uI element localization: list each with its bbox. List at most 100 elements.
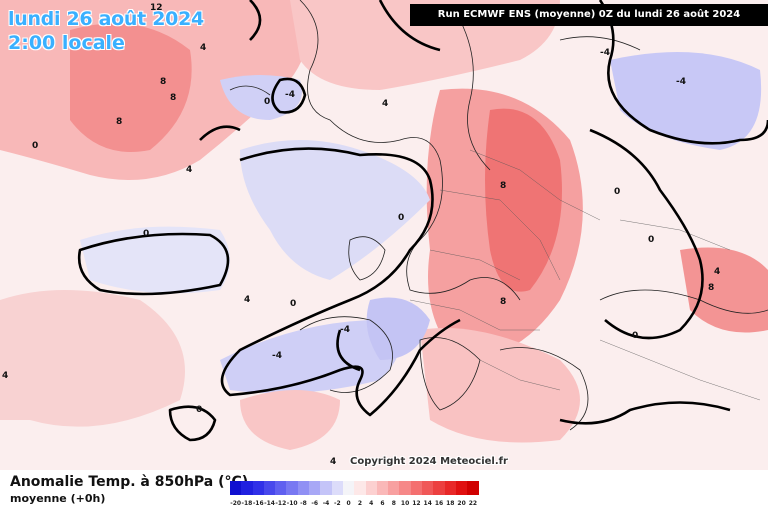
contour-label: 8 [500, 297, 506, 307]
scale-swatch [376, 481, 389, 495]
contour-label: 4 [244, 295, 250, 305]
contour-label: -4 [676, 77, 686, 87]
map-date-title: lundi 26 août 2024 [8, 8, 204, 30]
scale-tick-label: -8 [300, 500, 307, 507]
scale-tick-label: -4 [322, 500, 330, 507]
scale-swatch [365, 481, 377, 495]
map-canvas: 12 8 8 8 4 4 4 0 0 0 0 -4 -4 -4 -4 4 8 8… [0, 0, 768, 467]
scale-swatch [297, 481, 310, 495]
scale-swatch [455, 481, 468, 495]
scale-tick-label: -18 [241, 500, 253, 507]
contour-label: -4 [285, 90, 295, 100]
scale-swatch [320, 481, 332, 495]
scale-tick-label: 6 [380, 500, 385, 507]
contour-zero-svalbard [271, 77, 307, 114]
scale-tick-label: 2 [357, 500, 362, 507]
scale-tick-label: 8 [391, 500, 396, 507]
contour-label: 8 [708, 283, 714, 293]
run-info-banner: Run ECMWF ENS (moyenne) 0Z du lundi 26 a… [410, 4, 768, 26]
scale-swatch [399, 481, 411, 495]
contour-zero-greenland [199, 125, 241, 141]
scale-swatch [309, 481, 321, 495]
contour-label: 0 [32, 141, 38, 151]
contour-label: 4 [200, 43, 206, 53]
legend-footer: Anomalie Temp. à 850hPa (°C) moyenne (+0… [0, 470, 768, 512]
contour-label: -4 [272, 351, 282, 361]
contour-label: 0 [614, 187, 620, 197]
anomaly-contours [77, 0, 768, 442]
scale-swatch [342, 481, 355, 495]
scale-tick-label: -20 [230, 500, 242, 507]
scale-tick-label: -6 [311, 500, 319, 507]
contour-zero-atlantic [220, 147, 461, 417]
contour-label: 0 [648, 235, 654, 245]
scale-swatch [444, 481, 456, 495]
scale-tick-label: 20 [457, 500, 466, 507]
contour-label: 0 [264, 97, 270, 107]
scale-swatch [388, 481, 400, 495]
scale-tick-label: 4 [369, 500, 374, 507]
contour-label: 8 [500, 181, 506, 191]
scale-swatch [410, 481, 423, 495]
temperature-anomaly-map: 12 8 8 8 4 4 4 0 0 0 0 -4 -4 -4 -4 4 8 8… [0, 0, 768, 467]
scale-tick-label: 16 [434, 500, 444, 507]
cool-anomaly-scandinavia [610, 52, 762, 150]
scale-swatch [331, 481, 343, 495]
scale-swatch [230, 481, 242, 495]
contour-label: 8 [170, 93, 176, 103]
contour-label: 0 [632, 331, 638, 341]
contour-label: 0 [290, 299, 296, 309]
scale-tick-label: -12 [275, 500, 287, 507]
contour-label-group: 12 8 8 8 4 4 4 0 0 0 0 -4 -4 -4 -4 4 8 8… [2, 3, 720, 467]
scale-tick-label: -14 [264, 500, 275, 507]
contour-label: 8 [160, 77, 166, 87]
contour-zero-biscay [336, 329, 361, 372]
scale-swatch [275, 481, 287, 495]
contour-zero-north-africa [249, 0, 262, 41]
contour-zero-scand [378, 0, 441, 52]
contour-label: 8 [116, 117, 122, 127]
scale-swatch [263, 481, 276, 495]
legend-title: Anomalie Temp. à 850hPa (°C) [10, 474, 249, 490]
contour-label: 12 [150, 3, 163, 13]
country-borders [409, 149, 761, 401]
scale-swatch [252, 481, 264, 495]
contour-label: 4 [2, 371, 8, 381]
cool-anomaly-atlantic [240, 140, 430, 280]
scale-tick-label: 14 [423, 500, 432, 507]
cool-anomaly-alps [366, 297, 430, 360]
scale-tick-label: -16 [252, 500, 264, 507]
cool-anomaly-bay [220, 320, 400, 394]
scale-tick-label: 22 [468, 500, 478, 507]
contour-zero-north [598, 0, 768, 145]
contour-label: 4 [382, 99, 388, 109]
contour-label: 4 [330, 457, 336, 467]
contour-zero-mediterranean [168, 405, 217, 442]
contour-label: -4 [600, 48, 610, 58]
scale-swatch [422, 481, 434, 495]
copyright-text: Copyright 2024 Meteociel.fr [350, 456, 508, 467]
contour-zero-south [559, 401, 731, 425]
scale-tick-label: 0 [346, 500, 351, 507]
color-scale-labels: -20 -18 -16 -14 -12 -10 -8 -6 -4 -2 0 2 4 6 8 10 12 14 16 1… [230, 500, 479, 507]
contour-zero-iceland [77, 232, 230, 296]
scale-tick-label: -10 [286, 500, 298, 507]
scale-swatch [286, 481, 298, 495]
contour-label: 4 [186, 165, 192, 175]
scale-swatch [241, 481, 253, 495]
contour-label: 4 [714, 267, 720, 277]
contour-zero-east-line [589, 128, 704, 340]
color-scale [230, 481, 479, 495]
warm-anomaly-iberia [240, 390, 340, 450]
scale-tick-label: 12 [412, 500, 421, 507]
contour-label: 0 [398, 213, 404, 223]
map-local-time: 2:00 locale [8, 32, 125, 54]
contour-label: -4 [340, 325, 350, 335]
scale-tick-label: 10 [400, 500, 410, 507]
scale-swatch [467, 481, 479, 495]
warm-anomaly-balkans [420, 328, 580, 443]
scale-swatch [354, 481, 366, 495]
scale-tick-label: -2 [333, 500, 341, 507]
contour-label: 0 [196, 405, 202, 415]
